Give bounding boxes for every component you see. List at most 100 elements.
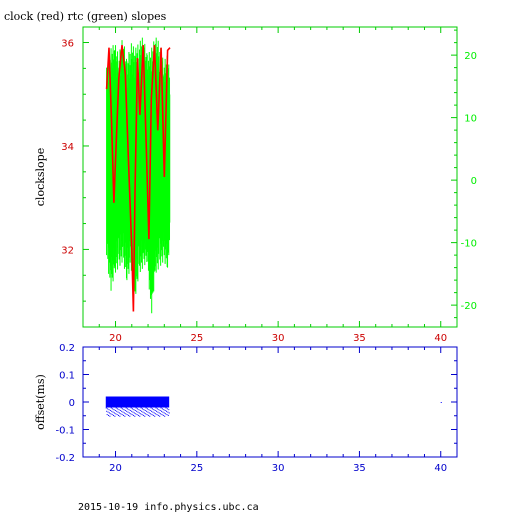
offset-point	[167, 411, 169, 413]
offset-point	[135, 413, 137, 415]
offset-point	[156, 414, 158, 416]
offset-point	[145, 407, 147, 409]
offset-point	[153, 412, 155, 414]
offset-point	[142, 414, 144, 416]
offset-point	[126, 410, 128, 412]
offset-series	[105, 396, 442, 417]
offset-point	[161, 408, 163, 410]
offset-point	[158, 412, 160, 414]
right-y-tick-label: 0	[471, 176, 477, 187]
offset-point	[105, 407, 107, 409]
right-y-tick-label: 10	[464, 114, 477, 125]
offset-point	[143, 409, 145, 411]
offset-point	[155, 413, 157, 415]
y-tick-label: 0.1	[59, 371, 75, 382]
offset-point	[140, 413, 142, 415]
offset-point	[163, 412, 165, 414]
offset-point	[157, 414, 159, 416]
offset-point	[129, 415, 131, 417]
offset-point	[107, 408, 109, 410]
offset-point	[160, 413, 162, 415]
offset-point	[139, 409, 141, 411]
offset-point	[140, 407, 142, 409]
offset-point	[142, 411, 144, 413]
offset-point	[440, 402, 442, 403]
offset-point	[116, 414, 118, 416]
offset-point	[122, 414, 124, 416]
offset-point-band	[105, 396, 170, 408]
offset-point	[116, 410, 118, 412]
offset-point	[115, 413, 117, 415]
offset-point	[109, 409, 111, 411]
offset-point	[162, 414, 164, 416]
offset-point	[150, 407, 152, 409]
offset-point	[129, 409, 131, 411]
offset-point	[113, 414, 115, 416]
x-tick-label: 35	[353, 333, 366, 344]
x-tick-label: 25	[190, 333, 203, 344]
offset-point	[114, 409, 116, 411]
offset-point	[161, 410, 163, 412]
bottom-plot-ticks: 20 25 30 35 40 -0.2 -0.1 0 0.1 0.2	[55, 343, 458, 474]
offset-point	[136, 410, 138, 412]
offset-point	[147, 411, 149, 413]
offset-point	[155, 407, 157, 409]
offset-point	[108, 414, 110, 416]
offset-point	[166, 414, 168, 416]
offset-point	[121, 410, 123, 412]
offset-point	[141, 410, 143, 412]
offset-point	[165, 407, 167, 409]
offset-point	[142, 408, 144, 410]
offset-point	[161, 414, 163, 416]
offset-point	[112, 408, 114, 410]
offset-point	[152, 414, 154, 416]
offset-point	[133, 412, 135, 414]
offset-point	[158, 409, 160, 411]
offset-point	[112, 411, 114, 413]
offset-point	[132, 408, 134, 410]
clock-slope-series	[105, 45, 171, 312]
clock-slope-line	[105, 45, 171, 312]
offset-point	[120, 407, 122, 409]
offset-point	[113, 409, 115, 411]
offset-point	[164, 409, 166, 411]
offset-point	[117, 411, 119, 413]
offset-point	[134, 415, 136, 417]
offset-point	[137, 414, 139, 416]
offset-point	[118, 412, 120, 414]
offset-point	[107, 411, 109, 413]
offset-point	[136, 414, 138, 416]
offset-point	[125, 407, 127, 409]
right-y-tick-label: -10	[461, 239, 477, 250]
offset-point	[144, 415, 146, 417]
x-tick-label: 35	[353, 463, 366, 474]
left-y-tick-label: 34	[61, 142, 74, 153]
y-tick-label: 0.2	[59, 343, 75, 354]
offset-point	[148, 409, 150, 411]
offset-point	[150, 413, 152, 415]
offset-point	[168, 409, 170, 411]
offset-point	[153, 409, 155, 411]
offset-point	[131, 410, 133, 412]
offset-point	[132, 414, 134, 416]
offset-point	[110, 407, 112, 409]
offset-point	[106, 414, 108, 416]
offset-point	[130, 413, 132, 415]
offset-point	[146, 410, 148, 412]
offset-point	[146, 408, 148, 410]
offset-point	[123, 412, 125, 414]
offset-point	[162, 411, 164, 413]
offset-point	[134, 409, 136, 411]
right-y-tick-label: 20	[464, 51, 477, 62]
offset-point	[106, 410, 108, 412]
offset-point	[159, 415, 161, 417]
offset-point	[111, 410, 113, 412]
offset-plot: 20 25 30 35 40 -0.2 -0.1 0 0.1 0.2 offset(ms)	[34, 343, 458, 474]
offset-point	[144, 409, 146, 411]
top-plot-frame	[82, 26, 458, 328]
offset-point	[166, 410, 168, 412]
offset-point	[117, 408, 119, 410]
offset-point	[109, 415, 111, 417]
offset-point	[143, 412, 145, 414]
